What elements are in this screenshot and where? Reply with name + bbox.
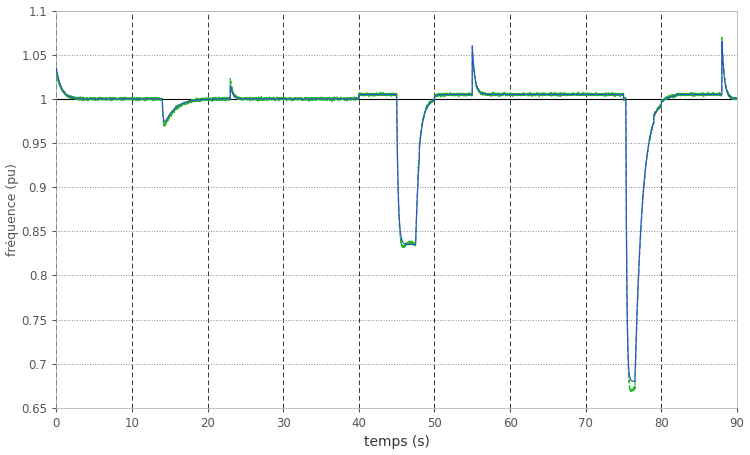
X-axis label: temps (s): temps (s) xyxy=(364,435,430,450)
Y-axis label: fréquence (pu): fréquence (pu) xyxy=(5,163,19,256)
